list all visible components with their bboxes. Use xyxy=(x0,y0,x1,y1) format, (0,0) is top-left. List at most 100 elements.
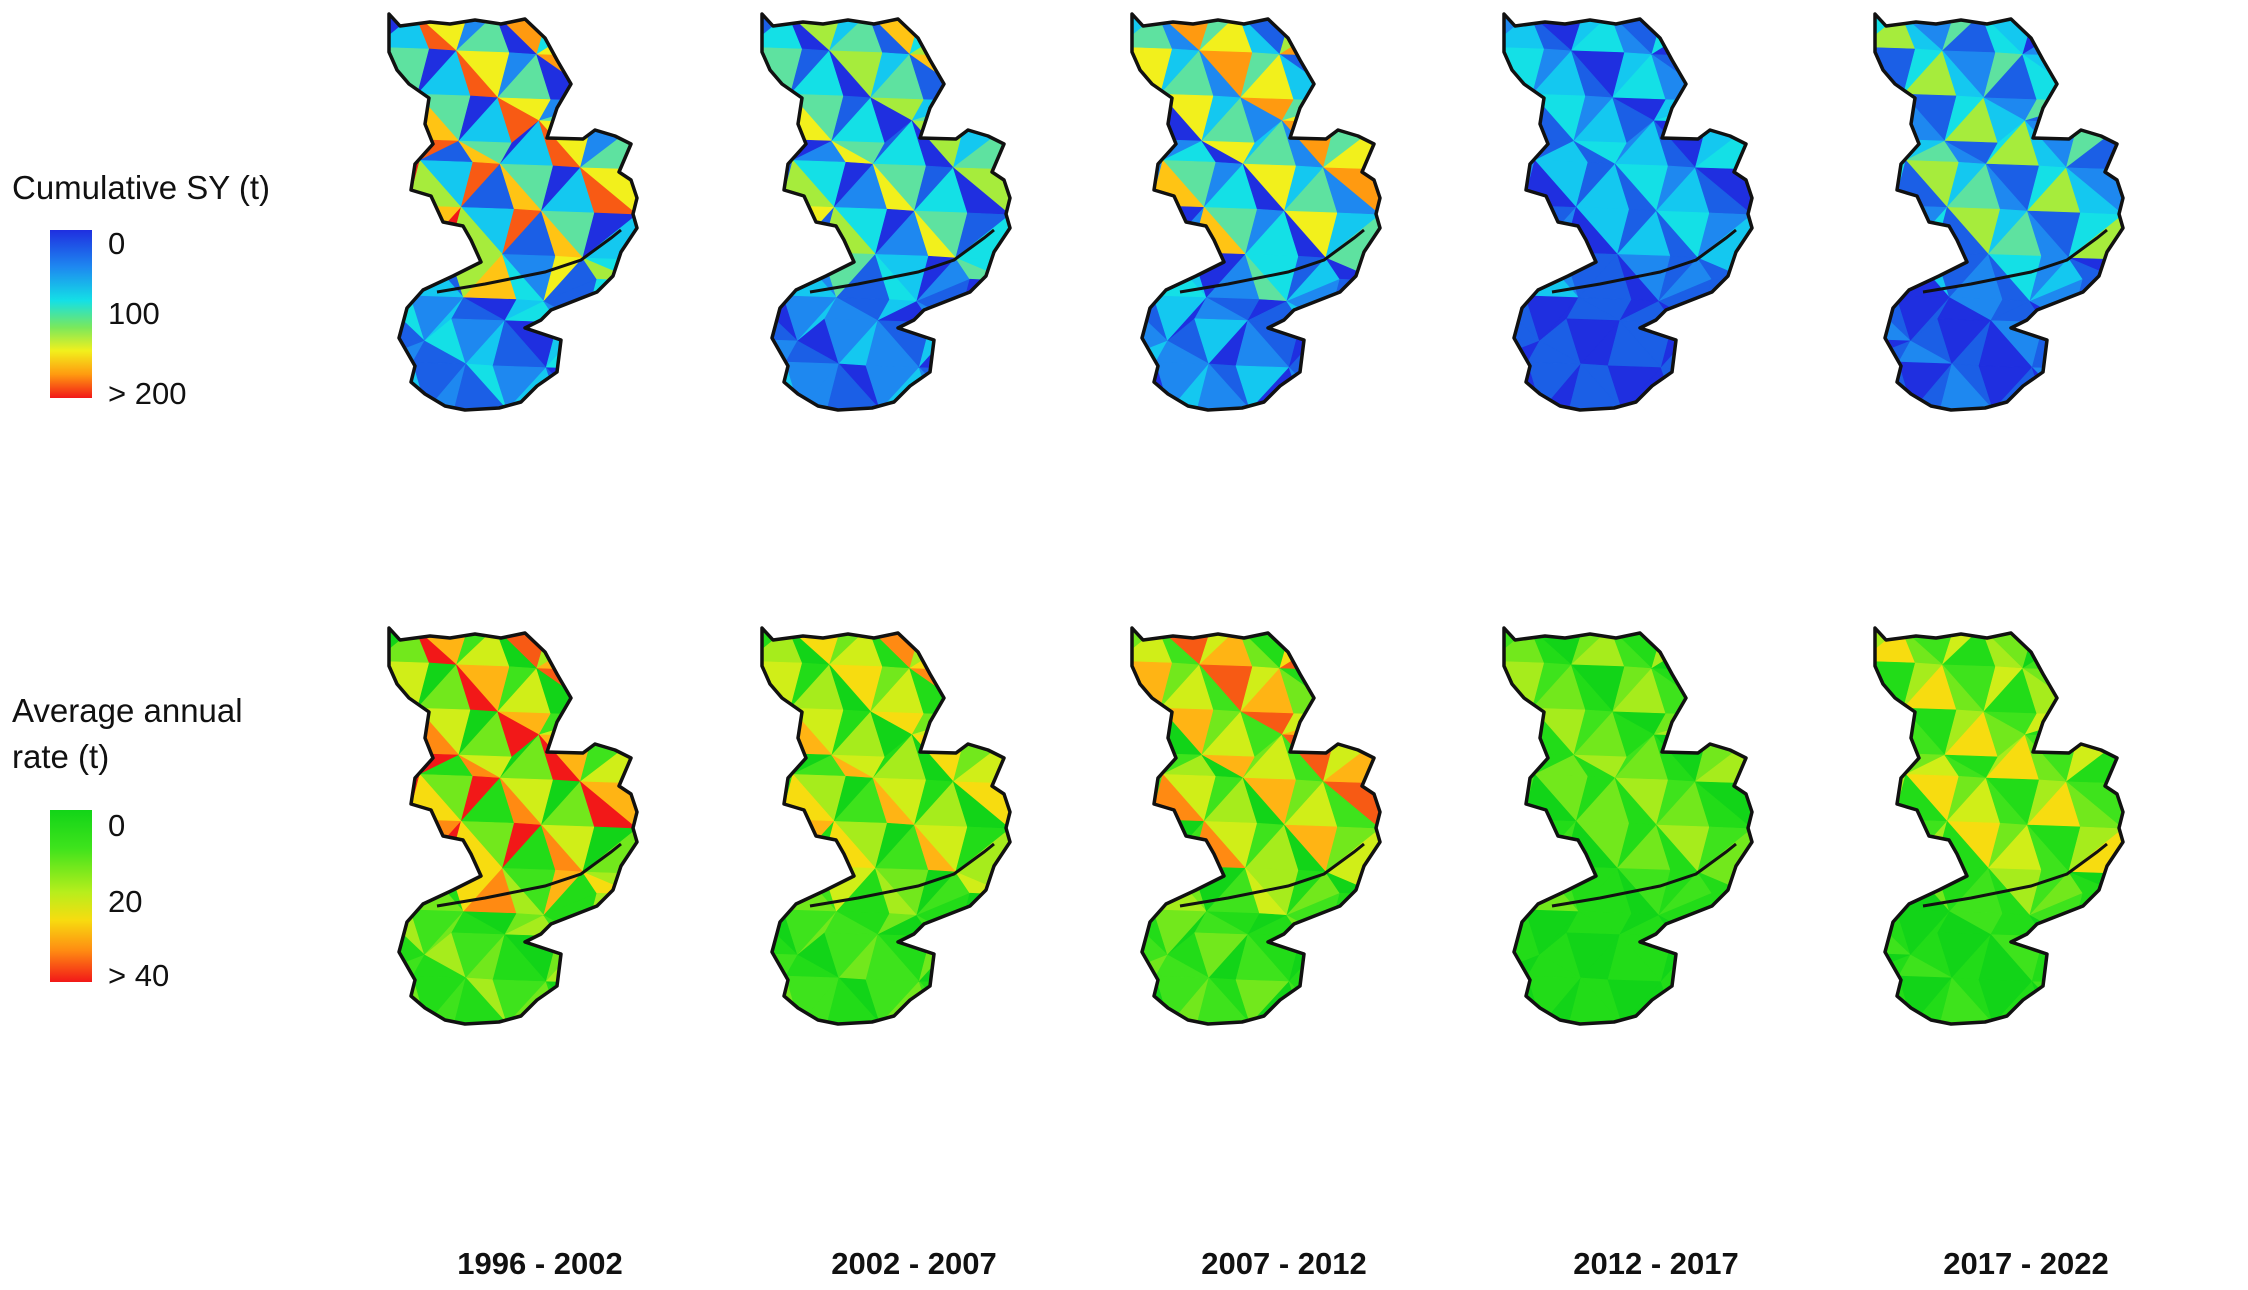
subcatchment xyxy=(959,370,1010,410)
subcatchment xyxy=(762,707,792,754)
map-cumulative-sy-4 xyxy=(1502,12,1754,412)
subcatchment xyxy=(1875,93,1905,140)
period-label: 1996 - 2002 xyxy=(457,1246,623,1281)
subcatchment xyxy=(1875,817,1909,865)
subcatchment xyxy=(1875,707,1905,754)
subcatchment xyxy=(389,248,423,295)
subcatchment xyxy=(1332,56,1380,103)
subcatchment xyxy=(826,363,881,410)
subcatchment xyxy=(762,203,796,251)
subcatchment xyxy=(762,14,803,50)
subcatchment xyxy=(2021,14,2089,57)
subcatchment xyxy=(389,816,423,866)
subcatchment xyxy=(762,628,803,664)
subcatchment xyxy=(1875,751,1907,776)
subcatchment xyxy=(1132,628,1173,664)
subcatchment xyxy=(1327,938,1380,986)
subcatchment xyxy=(1522,819,1577,866)
period-label: 2017 - 2022 xyxy=(1943,1246,2109,1281)
subcatchment xyxy=(2070,938,2123,986)
sub-basin-divide xyxy=(809,228,995,294)
subcatchment xyxy=(1699,938,1752,986)
subcatchment xyxy=(1699,324,1752,372)
subcatchment xyxy=(762,705,792,753)
subcatchment xyxy=(1717,101,1752,126)
subcatchment xyxy=(1875,816,1909,866)
subcatchment xyxy=(602,715,637,740)
catchment-boundary xyxy=(1130,626,1382,1026)
color-ramp xyxy=(50,230,92,398)
subcatchment xyxy=(407,819,462,866)
subcatchment xyxy=(2075,56,2123,103)
legend-tick: 0 xyxy=(108,226,126,261)
subcatchment xyxy=(1334,101,1380,125)
subcatchment xyxy=(603,671,637,718)
subcatchment xyxy=(584,323,637,372)
subcatchment xyxy=(1706,101,1752,125)
subcatchment xyxy=(2070,937,2123,986)
subcatchment xyxy=(908,14,976,57)
subcatchment xyxy=(1132,203,1166,251)
subcatchment xyxy=(1343,628,1380,674)
period-label: 2012 - 2017 xyxy=(1573,1246,1739,1281)
subcatchment xyxy=(1715,14,1752,60)
subcatchment xyxy=(1504,249,1538,297)
subcatchment xyxy=(1332,628,1380,673)
subcatchment xyxy=(959,984,1010,1024)
subcatchment xyxy=(1875,248,1909,295)
subcatchment xyxy=(1701,984,1752,1024)
subcatchment xyxy=(1704,670,1752,717)
subcatchment xyxy=(1334,715,1380,739)
map-annual-rate-3 xyxy=(1130,626,1382,1026)
subcatchment xyxy=(762,817,796,865)
subcatchment xyxy=(586,984,637,1024)
subcatchment xyxy=(389,137,421,162)
subcatchment xyxy=(2075,670,2123,717)
subcatchment xyxy=(1346,671,1380,718)
subcatchment xyxy=(1504,751,1536,776)
subcatchment xyxy=(2075,628,2123,673)
map-annual-rate-4 xyxy=(1502,626,1754,1026)
subcatchment xyxy=(762,91,792,139)
map-cumulative-sy-2 xyxy=(760,12,1012,412)
subcatchment xyxy=(1132,93,1162,140)
subcatchment xyxy=(762,862,796,909)
sub-basin-divide xyxy=(1179,842,1365,908)
subcatchment xyxy=(1132,816,1166,866)
subcatchment xyxy=(389,707,419,754)
subcatchment xyxy=(1701,983,1752,1024)
sub-basin-divide xyxy=(1551,842,1737,908)
subcatchment xyxy=(535,14,603,57)
catchment-boundary xyxy=(1130,12,1382,412)
subcatchment xyxy=(389,817,423,865)
subcatchment xyxy=(2072,369,2123,410)
subcatchment xyxy=(1875,137,1907,162)
subcatchment xyxy=(589,670,637,717)
catchment-boundary xyxy=(1502,12,1754,412)
subcatchment xyxy=(780,205,835,252)
catchment-boundary xyxy=(1502,626,1754,1026)
subcatchment xyxy=(1504,248,1538,295)
subcatchment xyxy=(1504,14,1545,50)
subcatchment xyxy=(2086,628,2123,674)
subcatchment xyxy=(584,937,637,986)
subcatchment xyxy=(589,56,637,103)
subcatchment xyxy=(453,977,508,1024)
subcatchment xyxy=(962,628,1010,673)
subcatchment xyxy=(1875,705,1905,753)
subcatchment xyxy=(908,628,976,671)
subcatchment xyxy=(453,363,508,410)
map-annual-rate-5 xyxy=(1873,626,2125,1026)
subcatchment xyxy=(407,205,462,252)
subcatchment xyxy=(1504,816,1538,866)
subcatchment xyxy=(389,93,419,140)
subcatchment xyxy=(1939,363,1994,410)
subcatchment xyxy=(1329,370,1380,410)
subcatchment xyxy=(1196,363,1251,410)
subcatchment xyxy=(1132,137,1164,162)
subcatchment xyxy=(762,248,796,295)
subcatchment xyxy=(2077,715,2123,739)
subcatchment xyxy=(2072,370,2123,410)
subcatchment xyxy=(762,202,796,252)
